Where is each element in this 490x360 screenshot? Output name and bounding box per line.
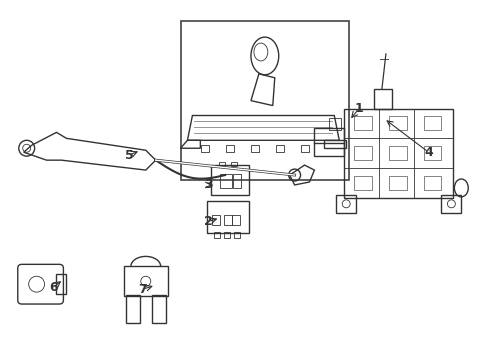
Text: 6: 6: [49, 281, 58, 294]
Bar: [251, 145, 259, 152]
Bar: [224, 215, 232, 225]
Bar: [126, 295, 140, 323]
Bar: [233, 174, 241, 188]
Text: 5: 5: [124, 149, 133, 162]
Text: 2: 2: [204, 215, 213, 228]
Bar: [212, 215, 220, 225]
Bar: [56, 274, 66, 294]
Bar: [336, 195, 356, 213]
Bar: [220, 174, 232, 188]
Bar: [180, 21, 349, 180]
Bar: [152, 295, 166, 323]
Bar: [276, 145, 284, 152]
Bar: [424, 146, 441, 160]
Bar: [232, 215, 240, 225]
Bar: [374, 89, 392, 109]
Bar: [389, 176, 407, 190]
Bar: [354, 176, 372, 190]
Bar: [344, 109, 453, 198]
Text: 7: 7: [138, 283, 147, 296]
Bar: [354, 117, 372, 130]
Bar: [315, 129, 344, 156]
Text: 1: 1: [355, 102, 364, 115]
Bar: [219, 162, 225, 166]
Text: 3: 3: [204, 179, 213, 192]
Bar: [231, 162, 237, 166]
Bar: [424, 117, 441, 130]
Bar: [354, 146, 372, 160]
Bar: [300, 145, 309, 152]
Bar: [424, 176, 441, 190]
Text: 4: 4: [424, 146, 433, 159]
Bar: [234, 231, 240, 238]
Bar: [124, 266, 168, 296]
Bar: [329, 118, 341, 130]
Bar: [214, 231, 220, 238]
Bar: [389, 146, 407, 160]
Bar: [226, 145, 234, 152]
Bar: [389, 117, 407, 130]
Bar: [224, 231, 230, 238]
Bar: [441, 195, 461, 213]
Bar: [201, 145, 209, 152]
